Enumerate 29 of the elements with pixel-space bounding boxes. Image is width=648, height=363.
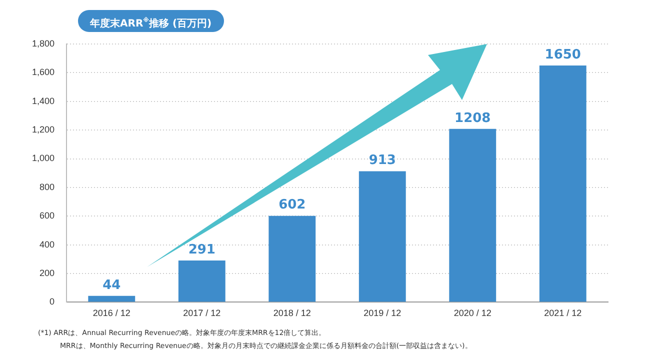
data-label: 1208 — [454, 110, 491, 126]
y-tick-label: 1,600 — [32, 67, 55, 78]
data-label: 291 — [188, 242, 216, 258]
y-tick-label: 1,800 — [32, 38, 55, 48]
y-tick-label: 400 — [39, 239, 55, 250]
y-tick-label: 200 — [39, 268, 55, 278]
data-label: 1650 — [544, 47, 581, 62]
data-label: 44 — [102, 278, 121, 293]
x-tick-label: 2017 / 12 — [183, 308, 221, 318]
x-tick-label: 2016 / 12 — [92, 308, 130, 318]
x-tick-label: 2020 / 12 — [454, 308, 492, 318]
data-label: 913 — [368, 153, 396, 168]
y-tick-label: 800 — [39, 182, 55, 192]
bar — [449, 128, 496, 302]
y-tick-label: 1,200 — [32, 124, 55, 135]
y-tick-label: 0 — [50, 296, 55, 307]
bar — [539, 66, 586, 302]
x-tick-label: 2019 / 12 — [364, 308, 402, 318]
bar — [178, 260, 226, 302]
bar — [88, 296, 136, 302]
x-tick-label: 2021 / 12 — [544, 308, 582, 318]
chart-title: 年度末ARR$^{※}$推移 (百万円) — [78, 10, 224, 32]
data-label: 602 — [278, 198, 306, 213]
x-tick-label: 2018 / 12 — [273, 308, 311, 318]
y-tick-label: 1,400 — [32, 96, 55, 106]
bar — [358, 171, 406, 302]
bar — [268, 216, 316, 302]
y-tick-label: 1,000 — [32, 153, 55, 164]
y-tick-label: 600 — [39, 210, 55, 221]
